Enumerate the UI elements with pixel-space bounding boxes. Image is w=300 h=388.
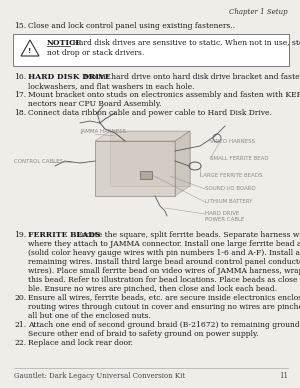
Text: 20.: 20.: [14, 294, 26, 302]
Polygon shape: [110, 131, 190, 186]
Text: !: !: [28, 48, 32, 54]
Text: 22.: 22.: [14, 339, 26, 347]
Text: 16.: 16.: [14, 73, 26, 81]
Text: VIDEO HARNESS: VIDEO HARNESS: [210, 139, 255, 144]
Text: Connect data ribbon cable and power cable to Hard Disk Drive.: Connect data ribbon cable and power cabl…: [28, 109, 272, 117]
Text: SMALL FERRITE BEAD: SMALL FERRITE BEAD: [210, 156, 268, 161]
Polygon shape: [95, 131, 190, 141]
Polygon shape: [95, 141, 175, 196]
Text: HARD DISK DRIVE: HARD DISK DRIVE: [28, 73, 111, 81]
Bar: [140, 171, 152, 179]
Text: remaining wires. Install third large bead around control panel conductors (strip: remaining wires. Install third large bea…: [28, 258, 300, 266]
Text: 15.: 15.: [14, 22, 26, 30]
Text: wires). Place small ferrite bead on video wires of JAMMA harness, wrapping wires: wires). Place small ferrite bead on vide…: [28, 267, 300, 275]
Polygon shape: [21, 40, 39, 56]
Text: JAMMA HARNESS: JAMMA HARNESS: [80, 129, 126, 134]
Text: HARD DRIVE: HARD DRIVE: [205, 211, 239, 216]
Text: LITHIUM BATTERY: LITHIUM BATTERY: [205, 199, 252, 204]
Text: Mount bracket onto studs on electronics assembly and fasten with KEPS nuts. Orie: Mount bracket onto studs on electronics …: [28, 91, 300, 99]
Text: Ensure all wires, ferrite beads, etc. are secure inside electronics enclosure. R: Ensure all wires, ferrite beads, etc. ar…: [28, 294, 300, 302]
Text: Close and lock control panel using existing fasteners..: Close and lock control panel using exist…: [28, 22, 235, 30]
Text: Gauntlet: Dark Legacy Universal Conversion Kit: Gauntlet: Dark Legacy Universal Conversi…: [14, 372, 185, 380]
Text: Attach one end of second ground braid (B-21672) to remaining groundplane post an: Attach one end of second ground braid (B…: [28, 321, 300, 329]
Text: Chapter 1 Setup: Chapter 1 Setup: [230, 8, 288, 16]
Text: POWER CABLE: POWER CABLE: [205, 217, 244, 222]
Text: (solid color heavy gauge wires with pin numbers 1-6 and A-F). Install another la: (solid color heavy gauge wires with pin …: [28, 249, 300, 257]
Text: where they attach to JAMMA connector. Install one large ferrite bead around DC p: where they attach to JAMMA connector. In…: [28, 240, 300, 248]
Text: 18.: 18.: [14, 109, 26, 117]
Text: FERRITE BEADS: FERRITE BEADS: [28, 231, 100, 239]
Text: LARGE FERRITE BEADS: LARGE FERRITE BEADS: [200, 173, 262, 178]
Text: 21.: 21.: [14, 321, 26, 329]
Text: Replace and lock rear door.: Replace and lock rear door.: [28, 339, 133, 347]
Text: 11: 11: [279, 372, 288, 380]
Text: SOUND I/O BOARD: SOUND I/O BOARD: [205, 186, 256, 191]
Text: CONTROL CABLES: CONTROL CABLES: [14, 159, 63, 164]
Text: Locate the square, split ferrite beads. Separate harness wires into three bundle: Locate the square, split ferrite beads. …: [74, 231, 300, 239]
Text: nectors near CPU Board Assembly.: nectors near CPU Board Assembly.: [28, 100, 161, 108]
Text: Secure other end of braid to safety ground on power supply.: Secure other end of braid to safety grou…: [28, 330, 259, 338]
Text: NOTICE: NOTICE: [47, 39, 82, 47]
Text: 17.: 17.: [14, 91, 26, 99]
Text: Hard disk drives are sensitive to static. When not in use, store drives in anti-: Hard disk drives are sensitive to static…: [70, 39, 300, 47]
Text: 19.: 19.: [14, 231, 26, 239]
Text: this bead. Refer to illustration for bead locations. Place beads as close to JAM: this bead. Refer to illustration for bea…: [28, 276, 300, 284]
Text: all but one of the enclosed nuts.: all but one of the enclosed nuts.: [28, 312, 151, 320]
Text: not drop or stack drivers.: not drop or stack drivers.: [47, 49, 144, 57]
FancyBboxPatch shape: [13, 34, 289, 66]
Text: lockwashers, and flat washers in each hole.: lockwashers, and flat washers in each ho…: [28, 82, 194, 90]
Polygon shape: [175, 131, 190, 196]
Text: routing wires through cutout in cover and ensuring no wires are pinched. Secure : routing wires through cutout in cover an…: [28, 303, 300, 311]
Text: Mount hard drive onto hard disk drive bracket and fasten using #6-32 screws,: Mount hard drive onto hard disk drive br…: [79, 73, 300, 81]
Text: ble. Ensure no wires are pinched, then close and lock each bead.: ble. Ensure no wires are pinched, then c…: [28, 285, 277, 293]
